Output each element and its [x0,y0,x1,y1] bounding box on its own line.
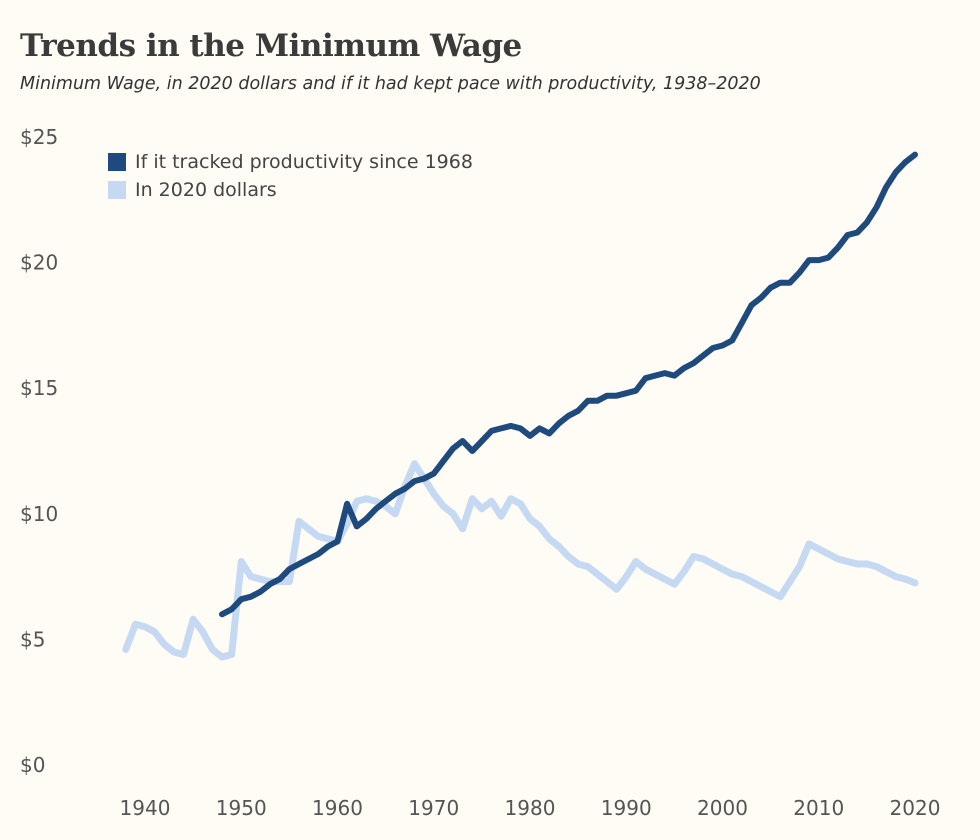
y-tick-label: $0 [20,753,45,777]
x-tick-label: 1950 [216,796,267,820]
y-tick-label: $20 [20,251,58,275]
x-tick-label: 1960 [312,796,363,820]
chart-title: Trends in the Minimum Wage [20,28,522,64]
x-tick-label: 1940 [120,796,171,820]
series-line-2020-dollars [122,460,919,661]
plot-area [122,151,919,661]
legend-swatch [108,181,126,199]
x-tick-label: 2010 [793,796,844,820]
y-axis: $0 $5 $10 $15 $20 $25 [20,125,58,777]
legend: If it tracked productivity since 1968 In… [108,148,473,204]
y-tick-label: $10 [20,502,58,526]
x-tick-label: 1990 [601,796,652,820]
chart-subtitle: Minimum Wage, in 2020 dollars and if it … [20,74,761,94]
y-tick-label: $15 [20,376,58,400]
x-tick-label: 2000 [697,796,748,820]
x-tick-label: 2020 [890,796,941,820]
x-tick-label: 1980 [505,796,556,820]
x-tick-label: 1970 [408,796,459,820]
series-line-productivity [219,151,918,618]
legend-item-productivity: If it tracked productivity since 1968 [108,148,473,176]
x-axis: 1940 1950 1960 1970 1980 1990 2000 2010 2020 [120,796,941,820]
y-tick-label: $5 [20,627,45,651]
legend-swatch [108,153,126,171]
legend-label: In 2020 dollars [135,179,277,201]
legend-label: If it tracked productivity since 1968 [135,151,473,173]
legend-item-2020-dollars: In 2020 dollars [108,176,473,204]
y-tick-label: $25 [20,125,58,149]
